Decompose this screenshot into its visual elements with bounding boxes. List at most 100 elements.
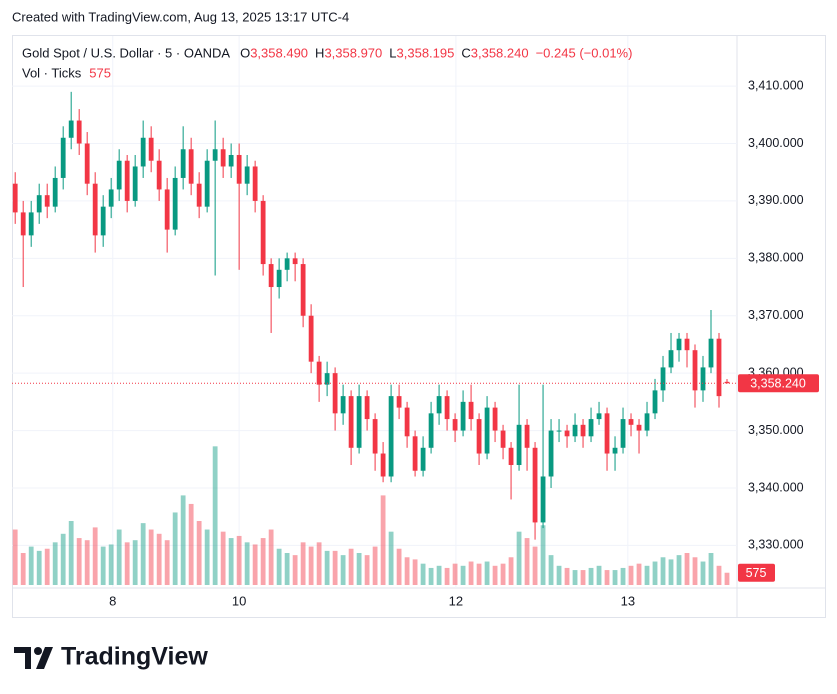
volume-bar: [668, 559, 674, 585]
candle-body: [628, 419, 634, 425]
candle-body: [340, 396, 346, 414]
y-tick-label: 3,390.000: [748, 193, 804, 207]
volume-bar: [196, 521, 202, 585]
volume-bar: [28, 546, 34, 585]
candle-body: [124, 160, 130, 201]
volume-bar: [660, 557, 666, 585]
y-tick-label: 3,380.000: [748, 251, 804, 265]
candle-body: [36, 195, 42, 213]
volume-bar: [716, 565, 722, 585]
volume-bar: [140, 523, 146, 585]
x-tick-label: 12: [449, 593, 463, 608]
candle-body: [84, 143, 90, 184]
candle-body: [708, 338, 714, 368]
candle-body: [596, 413, 602, 420]
candle-body: [604, 413, 610, 454]
volume-bar: [516, 531, 522, 585]
candle-body: [460, 401, 466, 431]
candle-body: [372, 419, 378, 454]
volume-bar: [476, 563, 482, 585]
volume-layer: [12, 446, 730, 585]
x-tick-label: 8: [109, 593, 116, 608]
y-tick-label: 3,410.000: [748, 78, 804, 92]
volume-bar: [340, 555, 346, 585]
volume-bar: [36, 550, 42, 585]
volume-bar: [468, 561, 474, 585]
candle-body: [492, 407, 498, 431]
candle-body: [684, 338, 690, 351]
candle-body: [516, 424, 522, 466]
candle-body: [428, 413, 434, 448]
candle-body: [716, 338, 722, 397]
volume-bar: [44, 548, 50, 585]
volume-bar: [460, 565, 466, 585]
volume-bar: [252, 544, 258, 585]
logo-text: TradingView: [61, 643, 208, 671]
candle-body: [644, 413, 650, 431]
candle-body: [676, 338, 682, 351]
volume-bar: [332, 550, 338, 585]
volume-bar: [348, 548, 354, 585]
candle-body: [348, 396, 354, 448]
candle-body: [612, 447, 618, 454]
axes: 3,330.0003,340.0003,350.0003,360.0003,37…: [109, 78, 819, 608]
candle-body: [572, 424, 578, 437]
volume-bar: [508, 557, 514, 585]
created-note: Created with TradingView.com, Aug 13, 20…: [12, 9, 349, 24]
candle-body: [332, 373, 338, 414]
last-price-box: [738, 374, 819, 393]
candle-body: [252, 166, 258, 201]
volume-bar: [356, 553, 362, 585]
volume-bar: [316, 542, 322, 585]
volume-bar: [172, 512, 178, 585]
volume-bar: [84, 540, 90, 585]
volume-bar: [644, 565, 650, 585]
candle-body: [620, 419, 626, 448]
logo-mark: [36, 647, 53, 669]
volume-bar: [180, 495, 186, 585]
volume-bar: [676, 555, 682, 585]
volume-bar: [724, 572, 730, 585]
volume-bar: [92, 527, 98, 585]
candle-body: [44, 195, 50, 207]
legend-ohlc-value: 3,358.970: [324, 45, 382, 60]
candle-body: [108, 189, 114, 207]
candle-body: [484, 407, 490, 454]
candle-body: [452, 419, 458, 431]
candle-body: [20, 212, 26, 236]
candle-body: [100, 206, 106, 236]
candle-body: [660, 367, 666, 391]
candle-body: [508, 447, 514, 466]
volume-bar: [20, 553, 26, 585]
x-tick-label: 10: [232, 593, 246, 608]
candle-body: [532, 447, 538, 523]
candle-body: [700, 367, 706, 391]
candle-body: [236, 154, 242, 184]
volume-bar: [284, 553, 290, 585]
volume-bar: [684, 553, 690, 585]
candle-body: [436, 396, 442, 414]
volume-bar: [428, 567, 434, 585]
volume-bar: [100, 546, 106, 585]
candle-body: [548, 430, 554, 477]
panel-border: [12, 35, 826, 618]
legend-ohlc-key: C: [461, 45, 470, 60]
volume-bar: [324, 550, 330, 585]
legend-ohlc-value: 3,358.240: [471, 45, 529, 60]
candle-body: [316, 361, 322, 385]
candle-body: [412, 436, 418, 471]
candle-body: [172, 177, 178, 230]
candle-body: [196, 183, 202, 207]
volume-bar: [556, 565, 562, 585]
candle-body: [308, 315, 314, 362]
volume-bar: [396, 548, 402, 585]
logo: TradingView: [14, 643, 208, 671]
candle-body: [68, 120, 74, 138]
volume-bar: [188, 503, 194, 585]
candle-layer: [12, 91, 737, 540]
volume-bar: [300, 542, 306, 585]
candle-body: [540, 476, 546, 523]
volume-bar: [260, 538, 266, 585]
grid: [12, 36, 737, 588]
candle-body: [156, 160, 162, 190]
